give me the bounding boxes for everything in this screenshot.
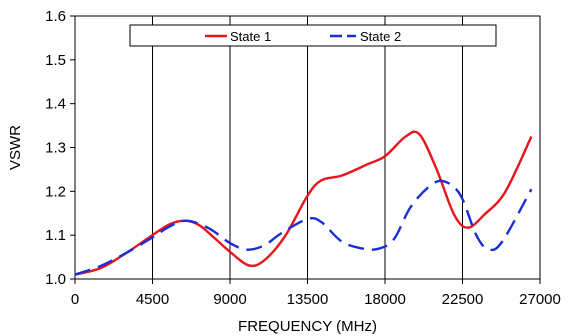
x-axis-ticks: 0 4500 9000 13500 18000 22500 27000: [71, 279, 561, 308]
y-tick-label: 1.6: [45, 8, 66, 25]
legend-box: [129, 24, 497, 47]
y-tick-label: 1.5: [45, 52, 66, 69]
x-tick-label: 0: [71, 291, 79, 308]
x-tick-label: 22500: [442, 291, 484, 308]
x-axis-label: FREQUENCY (MHz): [238, 318, 377, 335]
y-axis-ticks: 1.0 1.1 1.2 1.3 1.4 1.5 1.6: [45, 8, 75, 288]
y-tick-label: 1.2: [45, 183, 66, 200]
series-line-state-2: [74, 179, 533, 276]
legend-label-state-1: State 1: [230, 29, 271, 44]
x-tick-label: 9000: [213, 291, 246, 308]
series-line-state-1: [74, 130, 533, 276]
x-tick-label: 27000: [519, 291, 561, 308]
x-tick-label: 13500: [287, 291, 329, 308]
series-layer: [74, 130, 533, 276]
vertical-gridlines: [152, 16, 463, 279]
y-axis-label: VSWR: [7, 125, 24, 170]
y-tick-label: 1.4: [45, 96, 66, 113]
legend: State 1 State 2: [129, 24, 497, 47]
x-tick-label: 18000: [364, 291, 406, 308]
y-tick-label: 1.1: [45, 227, 66, 244]
legend-label-state-2: State 2: [360, 29, 401, 44]
y-tick-label: 1.3: [45, 140, 66, 157]
x-tick-label: 4500: [136, 291, 169, 308]
y-tick-label: 1.0: [45, 271, 66, 288]
